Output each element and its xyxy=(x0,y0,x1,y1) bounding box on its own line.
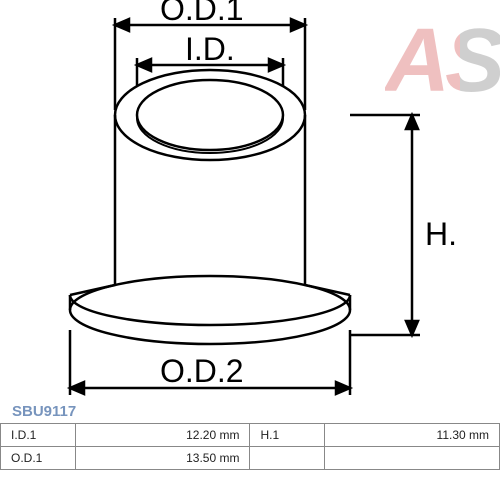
footer: SBU9117 I.D.1 12.20 mm H.1 11.30 mm O.D.… xyxy=(0,400,500,470)
part-number: SBU9117 xyxy=(0,400,500,423)
spec-table: I.D.1 12.20 mm H.1 11.30 mm O.D.1 13.50 … xyxy=(0,423,500,470)
label-id: I.D. xyxy=(185,31,235,67)
spec-label: I.D.1 xyxy=(1,424,76,447)
spec-value: 12.20 mm xyxy=(75,424,250,447)
table-row: O.D.1 13.50 mm xyxy=(1,447,500,470)
spec-value: 11.30 mm xyxy=(325,424,500,447)
bushing-diagram: O.D.1 I.D. H. xyxy=(0,0,500,415)
label-h: H. xyxy=(425,216,457,252)
spec-label: H.1 xyxy=(250,424,325,447)
spec-value xyxy=(325,447,500,470)
spec-label xyxy=(250,447,325,470)
label-od1: O.D.1 xyxy=(160,0,244,27)
table-row: I.D.1 12.20 mm H.1 11.30 mm xyxy=(1,424,500,447)
spec-label: O.D.1 xyxy=(1,447,76,470)
label-od2: O.D.2 xyxy=(160,353,244,389)
spec-value: 13.50 mm xyxy=(75,447,250,470)
